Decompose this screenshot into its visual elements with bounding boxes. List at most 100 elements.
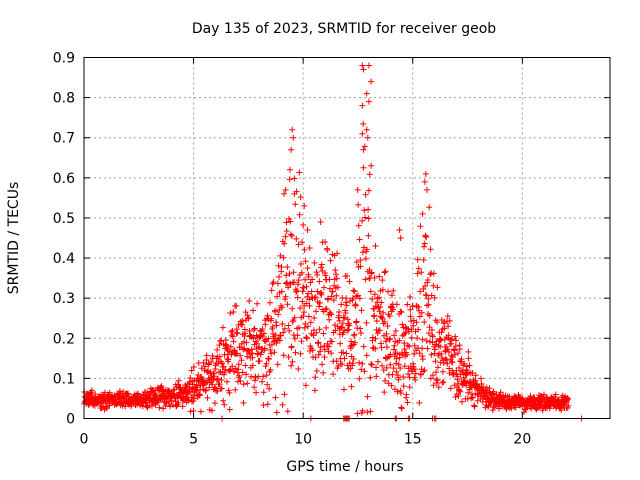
data-point: [420, 285, 427, 292]
data-point: [293, 287, 300, 294]
data-point: [338, 324, 345, 331]
data-point: [309, 347, 316, 354]
data-point: [465, 389, 472, 396]
data-point: [286, 176, 293, 183]
data-point: [522, 406, 529, 413]
data-point: [102, 404, 109, 411]
data-point: [536, 402, 543, 409]
data-point: [300, 285, 307, 292]
data-point: [358, 307, 365, 314]
data-point: [92, 391, 99, 398]
data-point: [328, 338, 335, 345]
data-point: [244, 353, 251, 360]
data-point: [294, 281, 301, 288]
data-point: [224, 355, 231, 362]
data-point: [478, 380, 485, 387]
data-point: [224, 378, 231, 385]
data-point: [526, 396, 533, 403]
data-point: [251, 384, 258, 391]
data-point: [264, 381, 271, 388]
data-point: [203, 352, 210, 359]
data-point: [316, 303, 323, 310]
data-point: [332, 327, 339, 334]
data-point: [113, 401, 120, 408]
data-point: [416, 313, 423, 320]
data-point: [254, 300, 261, 307]
data-point: [272, 307, 279, 314]
data-point: [222, 366, 229, 373]
data-point: [339, 320, 346, 327]
data-point: [240, 346, 247, 353]
data-point: [284, 263, 291, 270]
data-point: [428, 327, 435, 334]
data-point: [428, 351, 435, 358]
data-point: [260, 402, 267, 409]
data-point: [355, 201, 362, 208]
data-point: [172, 398, 179, 405]
data-point: [411, 366, 418, 373]
y-tick-label: 0.4: [53, 251, 75, 267]
data-point: [365, 187, 372, 194]
data-point: [408, 326, 415, 333]
data-point: [423, 337, 430, 344]
data-point: [391, 332, 398, 339]
data-point: [360, 343, 367, 350]
data-point: [358, 366, 365, 373]
data-point: [333, 271, 340, 278]
data-point: [486, 385, 493, 392]
data-point: [383, 330, 390, 337]
data-point: [325, 343, 332, 350]
data-point: [264, 401, 271, 408]
data-point: [396, 337, 403, 344]
data-point: [225, 356, 232, 363]
plot-frame: [83, 57, 611, 419]
data-point: [240, 381, 247, 388]
data-point: [367, 374, 374, 381]
data-point: [352, 302, 359, 309]
data-point: [233, 302, 240, 309]
data-point: [317, 218, 324, 225]
data-point: [344, 316, 351, 323]
data-point: [384, 354, 391, 361]
data-point: [382, 377, 389, 384]
data-point: [290, 269, 297, 276]
data-point: [274, 361, 281, 368]
data-point: [400, 331, 407, 338]
data-point: [423, 186, 430, 193]
data-point: [422, 282, 429, 289]
data-point: [302, 258, 309, 265]
data-point: [272, 394, 279, 401]
data-point: [351, 288, 358, 295]
data-point: [376, 308, 383, 315]
data-point: [197, 408, 204, 415]
data-point: [409, 367, 416, 374]
data-point: [369, 295, 376, 302]
data-point: [289, 358, 296, 365]
data-point: [421, 319, 428, 326]
data-point: [300, 313, 307, 320]
data-point: [397, 235, 404, 241]
data-point: [469, 369, 476, 376]
data-point: [316, 326, 323, 333]
data-point: [408, 318, 415, 325]
data-point: [292, 349, 299, 356]
data-point: [302, 276, 309, 283]
data-point: [426, 312, 433, 319]
data-point: [271, 349, 278, 356]
data-point: [260, 389, 267, 396]
data-point: [265, 335, 272, 342]
data-point: [421, 367, 428, 374]
data-point: [328, 350, 335, 357]
data-point: [125, 390, 132, 397]
data-point: [238, 357, 245, 364]
data-point: [390, 365, 397, 372]
data-point: [259, 333, 266, 340]
data-point: [326, 316, 333, 323]
data-point: [262, 321, 269, 328]
data-point: [378, 344, 385, 351]
data-point: [445, 323, 452, 330]
data-point: [175, 399, 182, 406]
data-point: [287, 218, 294, 225]
data-point: [399, 321, 406, 328]
data-point: [379, 286, 386, 293]
